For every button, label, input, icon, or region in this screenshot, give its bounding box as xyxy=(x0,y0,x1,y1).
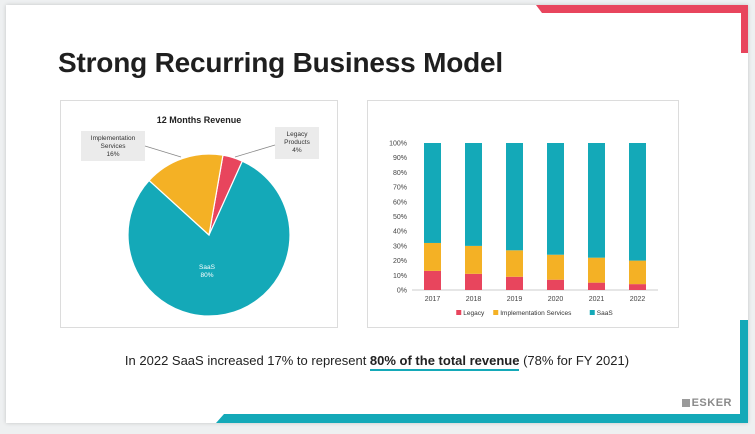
y-tick-label: 60% xyxy=(393,199,407,206)
pie-chart-panel: 12 Months Revenue SaaS 80% Implementation Se… xyxy=(60,100,338,328)
decorative-corner-bars xyxy=(216,5,748,423)
bar-saas-2018 xyxy=(465,143,482,246)
slide: Strong Recurring Business Model 12 Month… xyxy=(6,5,748,423)
bar-implementation-services-2019 xyxy=(506,250,523,277)
bar-saas-2022 xyxy=(629,143,646,261)
y-tick-label: 80% xyxy=(393,170,407,177)
bar-legacy-2017 xyxy=(424,270,441,290)
summary-caption: In 2022 SaaS increased 17% to represent … xyxy=(6,353,748,371)
x-tick-label-2018: 2018 xyxy=(466,296,482,303)
bottom-right-teal-bar xyxy=(216,320,748,423)
y-tick-label: 10% xyxy=(393,273,407,280)
legend-swatch-saas xyxy=(589,310,595,315)
y-tick-label: 90% xyxy=(393,155,407,162)
caption-text-post: (78% for FY 2021) xyxy=(519,353,630,368)
pie-label-legacy-2: 4% xyxy=(292,147,302,154)
bar-legacy-2022 xyxy=(629,284,646,290)
legend-label-saas: SaaS xyxy=(597,310,614,317)
bar-legacy-2021 xyxy=(588,282,605,290)
x-tick-label-2020: 2020 xyxy=(548,296,564,303)
bar-implementation-services-2020 xyxy=(547,254,564,280)
pie-label-implementation-2: 16% xyxy=(106,151,119,158)
bar-legacy-2020 xyxy=(547,279,564,290)
bar-saas-2019 xyxy=(506,143,523,251)
caption-text-pre: In 2022 SaaS increased 17% to represent xyxy=(124,353,370,368)
bar-legacy-2019 xyxy=(506,276,523,290)
y-tick-label: 50% xyxy=(393,214,407,221)
x-tick-label-2022: 2022 xyxy=(630,296,646,303)
y-tick-label: 100% xyxy=(389,141,407,148)
bar-implementation-services-2022 xyxy=(629,260,646,285)
legend-swatch-implementation-services xyxy=(493,310,499,315)
bar-saas-2021 xyxy=(588,143,605,258)
y-tick-label: 0% xyxy=(397,288,407,295)
stacked-bar-chart-panel: 0% 10% 20% 30% 40% 50% 60% 70% 80% 90% 100% 2017 201… xyxy=(367,100,679,328)
pie-label-implementation-0: Implementation xyxy=(91,135,136,142)
pie-callout-box-implementation xyxy=(81,131,145,161)
esker-logo: ESKER xyxy=(681,397,732,409)
bar-saas-2020 xyxy=(547,143,564,255)
logo-text: ESKER xyxy=(691,397,732,409)
pie-leader-implementation xyxy=(144,145,182,158)
top-right-red-bar xyxy=(536,5,748,53)
slide-title: Strong Recurring Business Model xyxy=(58,47,503,78)
legend-label-legacy: Legacy xyxy=(463,310,485,317)
legend-label-implementation-services: Implementation Services xyxy=(500,310,572,317)
y-tick-label: 30% xyxy=(393,243,407,250)
bar-implementation-services-2017 xyxy=(424,242,441,271)
logo-mark-icon xyxy=(681,399,690,407)
pie-leader-legacy xyxy=(234,144,276,158)
pie-title: 12 Months Revenue xyxy=(157,115,242,125)
pie-label-saas-value: 80% xyxy=(200,272,213,279)
y-tick-label: 20% xyxy=(393,258,407,265)
pie-label-saas-name: SaaS xyxy=(199,264,216,271)
x-tick-label-2017: 2017 xyxy=(425,296,441,303)
pie-callout-box-legacy xyxy=(275,127,319,159)
pie-label-legacy-0: Legacy xyxy=(287,131,309,138)
caption-emphasis: 80% of the total revenue xyxy=(369,353,520,371)
pie-slice-saas xyxy=(127,160,291,317)
stacked-bar-chart: 0% 10% 20% 30% 40% 50% 60% 70% 80% 90% 100% 2017 201… xyxy=(389,141,658,317)
bar-implementation-services-2018 xyxy=(465,245,482,274)
bar-legacy-2018 xyxy=(465,273,482,290)
pie-slice-implementation-services xyxy=(148,153,224,237)
bar-saas-2017 xyxy=(424,143,441,243)
x-tick-label-2019: 2019 xyxy=(507,296,523,303)
y-tick-label: 40% xyxy=(393,229,407,236)
pie-label-implementation-1: Services xyxy=(101,143,127,150)
x-tick-label-2021: 2021 xyxy=(589,296,605,303)
pie-label-legacy-1: Products xyxy=(284,139,310,146)
y-tick-label: 70% xyxy=(393,185,407,192)
bar-implementation-services-2021 xyxy=(588,257,605,283)
legend-swatch-legacy xyxy=(456,310,462,315)
